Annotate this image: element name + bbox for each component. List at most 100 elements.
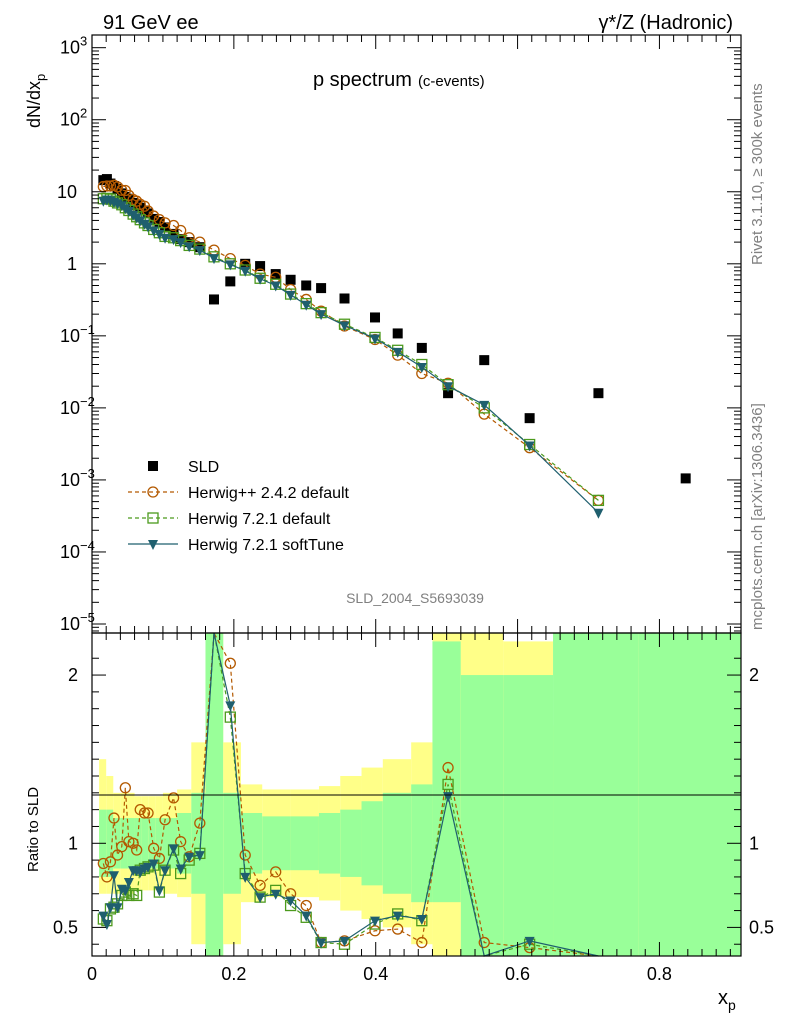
band-green (382, 792, 412, 894)
x-tick-label: 0.4 (363, 964, 388, 984)
series-herwig-7-2-1-softtune-point (593, 508, 604, 519)
series-sld-point (416, 342, 427, 353)
series-sld-point (225, 276, 236, 287)
series-herwig-2-4-2-default-ratio-point (148, 842, 160, 854)
x-tick-label: 0 (87, 964, 97, 984)
svg-text:dN/dxp: dN/dxp (24, 74, 48, 128)
series-herwig-7-2-1-softtune-ratio-point (301, 911, 312, 922)
series-sld-point (143, 208, 154, 219)
series-herwig-7-2-1-softtune-ratio-point (120, 886, 131, 897)
series-herwig-2-4-2-default-ratio-point (142, 807, 154, 819)
series-sld-point (148, 213, 159, 224)
series-herwig-7-2-1-softtune-point (225, 260, 236, 271)
ratio-y-tick-label-right: 2 (749, 665, 759, 685)
band-green (503, 675, 554, 956)
series-herwig-7-2-1-softtune-point (270, 281, 281, 292)
series-herwig-7-2-1-softtune-point (184, 242, 195, 253)
series-herwig-7-2-1-softtune-point (240, 266, 251, 277)
series-sld-point (255, 261, 266, 272)
band-green (460, 675, 504, 956)
band-green (162, 818, 178, 869)
series-herwig-7-2-1-softtune-ratio-point (270, 889, 281, 900)
series-herwig-7-2-1-default-ratio-point (123, 889, 135, 902)
series-herwig-2-4-2-default-point (131, 195, 143, 207)
series-herwig-7-2-1-softtune-ratio-point (98, 911, 109, 922)
series-herwig-7-2-1-softtune-ratio-point (339, 936, 350, 947)
series-herwig-2-4-2-default-ratio-point (97, 857, 109, 870)
series-herwig-7-2-1-softtune-ratio-point (285, 896, 296, 907)
series-sld-point (339, 293, 350, 304)
y-tick-label: 10−4 (60, 538, 95, 562)
series-herwig-7-2-1-softtune-ratio-point (255, 893, 266, 904)
band-green (290, 816, 319, 871)
series-sld-point (154, 217, 165, 228)
x-axis-label: xp (718, 987, 736, 1013)
header-right: γ*/Z (Hadronic) (599, 12, 733, 34)
series-herwig-7-2-1-softtune-point (143, 222, 154, 233)
series-herwig-7-2-1-softtune-point (416, 362, 427, 373)
legend-herwig-7-2-1-softtune-marker (148, 540, 158, 550)
band-green (141, 818, 149, 869)
band-green (318, 813, 341, 874)
series-herwig-2-4-2-default-ratio-point (416, 936, 428, 949)
series-herwig-2-4-2-default-ratio-point (239, 849, 251, 861)
series-herwig-2-4-2-default-ratio-point (392, 923, 404, 935)
series-herwig-7-2-1-softtune-ratio-point (143, 862, 154, 873)
series-sld-point (240, 258, 251, 269)
series-herwig-7-2-1-softtune-ratio-point (112, 903, 123, 914)
ratio-y-tick-label: 2 (68, 665, 78, 685)
analysis-id: SLD_2004_S5693039 (346, 590, 484, 606)
series-herwig-7-2-1-softtune-ratio-point (168, 844, 179, 855)
series-herwig-2-4-2-default-ratio-point (270, 866, 282, 878)
svg-text:xp: xp (718, 987, 736, 1013)
series-herwig-2-4-2-default-point (153, 214, 166, 226)
series-sld-point (301, 280, 312, 291)
series-sld-point (593, 388, 604, 399)
x-tick-label: 0.6 (505, 964, 530, 984)
series-herwig-7-2-1-softtune-ratio-point (392, 911, 403, 922)
series-sld-point (370, 312, 381, 323)
ratio-series (97, 630, 599, 957)
series-herwig-7-2-1-softtune-ratio-point (160, 866, 171, 877)
x-tick-label: 0.8 (647, 964, 672, 984)
y-tick-label: 102 (60, 106, 87, 130)
series-herwig-2-4-2-default-ratio-point (167, 792, 180, 804)
legend-sld-marker (148, 461, 158, 471)
ratio-y-tick-label-right: 1 (749, 833, 759, 853)
series-herwig-7-2-1-softtune-point (524, 441, 535, 452)
series-herwig-2-4-2-default-ratio-point (104, 856, 117, 868)
series-herwig-7-2-1-default-point (592, 494, 605, 507)
band-green (411, 784, 433, 903)
series-herwig-2-4-2-default-ratio-point (119, 782, 131, 794)
band-green (262, 816, 291, 871)
series-herwig-7-2-1-softtune-ratio-point (225, 701, 236, 712)
legend-herwig-7-2-1-default-marker (147, 512, 159, 524)
series-herwig-7-2-1-softtune-ratio-point (416, 914, 427, 925)
legend-herwig-2-4-2-default-label: Herwig++ 2.4.2 default (188, 485, 350, 502)
series-herwig-7-2-1-softtune-ratio-point (108, 871, 119, 882)
band-green (340, 809, 362, 877)
series-herwig-2-4-2-default-ratio-point (224, 657, 236, 669)
series-herwig-2-4-2-default-ratio-point (254, 879, 266, 891)
band-green (155, 818, 163, 869)
series-herwig-7-2-1-softtune-point (168, 235, 179, 246)
ratio-y-tick-label: 1 (68, 833, 78, 853)
band-green (361, 801, 383, 886)
series-sld-point (443, 388, 454, 399)
series-sld-point (208, 294, 219, 305)
series-herwig-7-2-1-softtune-point (148, 226, 159, 237)
series-herwig-2-4-2-default-point (148, 210, 160, 222)
svg-text:p spectrum(c-events): p spectrum (c-events) (313, 69, 485, 91)
axis-ticks: 0 0.2 0.4 0.6 0.810310210110−110−210−310−410… (53, 34, 774, 984)
y-tick-label: 10−1 (60, 322, 95, 346)
series-herwig-7-2-1-softtune-point (392, 347, 403, 358)
series-herwig-2-4-2-default-ratio-point (194, 817, 206, 829)
series-herwig-7-2-1-softtune-ratio-point (370, 916, 381, 927)
series-herwig-7-2-1-softtune-point (443, 382, 454, 393)
series-herwig-7-2-1-softtune-point (160, 233, 171, 244)
series-herwig-7-2-1-softtune-ratio-point (123, 877, 134, 888)
series-sld-point (168, 228, 179, 239)
series-herwig-7-2-1-softtune-point (154, 229, 165, 240)
series-herwig-7-2-1-default-ratio-point (442, 778, 454, 791)
